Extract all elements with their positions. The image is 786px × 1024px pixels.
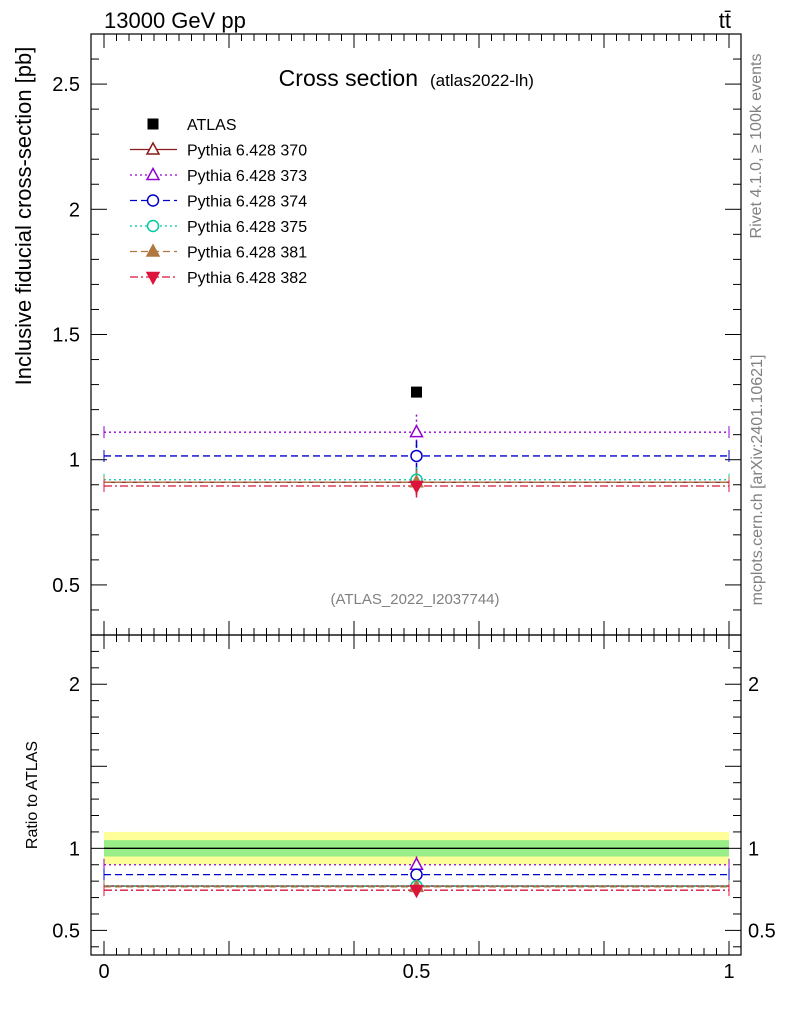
legend-entry-2: Pythia 6.428 373 (187, 168, 307, 185)
rivet-version-label: Rivet 4.1.0, ≥ 100k events (748, 54, 765, 239)
legend-marker-1 (145, 141, 161, 155)
main-ytick-label: 2.5 (52, 74, 80, 96)
legend-entry-6: Pythia 6.428 382 (187, 270, 307, 287)
main-y-axis-label: Inclusive fiducial cross-section [pb] (11, 47, 36, 386)
main-marker-2 (409, 424, 424, 438)
ratio-ytick-label-right: 0.5 (748, 920, 776, 942)
legend-entry-1: Pythia 6.428 370 (187, 143, 307, 160)
process-label: tt̄ (719, 8, 731, 33)
x-tick-label: 0.5 (403, 961, 431, 983)
ratio-markers (409, 856, 424, 899)
ratio-ytick-label-right: 2 (748, 674, 759, 696)
main-marker-0 (411, 386, 422, 398)
main-marker-6 (409, 480, 424, 495)
ratio-ytick-label: 2 (69, 674, 80, 696)
main-markers (409, 386, 424, 495)
main-y-ticks: 0.5 1 1.5 2 2.5 (52, 33, 741, 636)
ratio-y-ticks: 0.5 0.5 1 1 2 2 (52, 634, 776, 948)
legend-marker-4 (146, 219, 160, 233)
legend-entry-4: Pythia 6.428 375 (187, 219, 307, 236)
main-ytick-label: 1.5 (52, 325, 80, 347)
legend-marker-6 (145, 271, 161, 286)
ratio-frame (90, 634, 742, 956)
legend-marker-0 (147, 118, 159, 130)
mcplots-label: mcplots.cern.ch [arXiv:2401.10621] (749, 355, 766, 606)
analysis-watermark: (ATLAS_2022_I2037744) (330, 591, 499, 608)
ratio-y-axis-label: Ratio to ATLAS (24, 741, 41, 849)
x-ticks: 0 0.5 1 (98, 635, 735, 983)
x-tick-label: 1 (723, 961, 734, 983)
ratio-ytick-label: 1 (69, 838, 80, 860)
legend-marker-5 (145, 243, 161, 257)
legend: ATLAS Pythia 6.428 370 Pythia 6.428 373 Pyt… (130, 117, 307, 287)
main-ytick-label: 1 (69, 450, 80, 472)
energy-label: 13000 GeV pp (104, 8, 246, 33)
legend-entry-5: Pythia 6.428 381 (187, 245, 307, 262)
legend-entry-3: Pythia 6.428 374 (187, 194, 307, 211)
ratio-ytick-label: 0.5 (52, 920, 80, 942)
ratio-marker-5 (409, 884, 424, 899)
chart-title: Cross section (279, 65, 418, 91)
ratio-marker-2 (410, 868, 423, 881)
ratio-ytick-label-right: 1 (748, 838, 759, 860)
chart-subtitle: (atlas2022-lh) (430, 71, 534, 90)
main-ytick-label: 2 (69, 199, 80, 221)
main-ytick-label: 0.5 (52, 575, 80, 597)
legend-marker-2 (145, 166, 161, 181)
legend-marker-3 (146, 194, 160, 207)
main-panel: Cross section (atlas2022-lh) (ATLAS_2022… (11, 33, 742, 636)
main-marker-3 (410, 449, 423, 463)
legend-entry-0: ATLAS (187, 117, 237, 134)
ratio-panel: Ratio to ATLAS 0.5 0.51 12 2 0 0.5 1 (24, 634, 776, 983)
x-tick-label: 0 (98, 961, 109, 983)
